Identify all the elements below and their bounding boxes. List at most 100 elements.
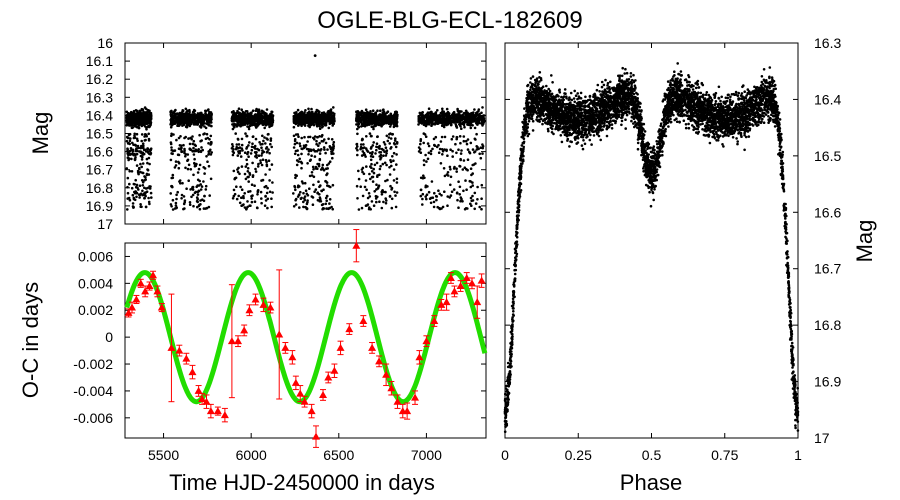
tl-ytick-label: 16.1 (86, 53, 113, 69)
tl-point (143, 197, 146, 200)
tl-point (457, 206, 460, 209)
tl-point (255, 107, 258, 111)
tl-point (430, 180, 434, 183)
tl-point (471, 172, 475, 175)
tl-point (240, 108, 243, 111)
tl-point (188, 203, 192, 206)
tl-point (318, 135, 321, 138)
tl-point (299, 120, 303, 123)
tl-point (393, 139, 397, 142)
tl-point (199, 120, 202, 124)
tl-point (357, 208, 361, 211)
tl-point (199, 139, 202, 143)
tl-point (196, 193, 200, 196)
tl-point (333, 112, 336, 116)
tl-point (264, 173, 267, 176)
tl-point (192, 204, 195, 208)
tl-point (393, 113, 396, 117)
tl-point (255, 118, 258, 122)
tl-point (207, 164, 211, 168)
tl-point (465, 167, 468, 171)
tl-point (271, 181, 274, 184)
tl-point (388, 195, 392, 198)
tl-point (371, 144, 375, 147)
tl-point (125, 119, 129, 122)
tl-point (197, 148, 200, 151)
tl-point (127, 133, 131, 137)
tl-point (300, 136, 304, 140)
tl-point (295, 119, 299, 122)
tl-point (477, 119, 480, 123)
tl-point (309, 116, 313, 120)
tl-point (127, 120, 131, 124)
tl-point (319, 184, 322, 187)
tl-point (431, 147, 434, 151)
tl-ytick-label: 16.2 (86, 71, 113, 87)
tl-point (356, 132, 359, 136)
tl-point (192, 139, 196, 143)
tl-point (355, 143, 359, 146)
tl-point (464, 120, 468, 123)
tl-point (370, 175, 374, 179)
tl-point (137, 119, 141, 123)
tl-point (264, 158, 268, 162)
tl-point (147, 132, 150, 136)
tl-point (193, 149, 196, 153)
tl-point (472, 111, 475, 114)
tl-point (371, 180, 375, 183)
tl-point (134, 115, 138, 118)
tl-point (144, 111, 148, 114)
tl-point (311, 110, 314, 114)
tl-point (133, 143, 137, 147)
tl-point (466, 114, 470, 117)
tl-point (169, 142, 173, 146)
tl-point (460, 149, 463, 152)
tl-point (169, 113, 173, 117)
phased-point (605, 120, 609, 124)
tl-point (318, 124, 322, 128)
tl-point (384, 197, 388, 200)
tl-point (446, 195, 450, 198)
tl-point (385, 117, 388, 120)
tl-point (433, 144, 437, 147)
tl-point (251, 161, 254, 165)
tl-point (138, 167, 141, 171)
tl-point (271, 119, 275, 122)
tl-point (245, 158, 248, 162)
tl-point (195, 123, 199, 126)
tl-point (208, 138, 211, 141)
tl-point (314, 165, 318, 169)
tl-point (331, 124, 335, 127)
tl-point (232, 188, 236, 192)
tl-point (445, 107, 449, 111)
tl-point (149, 114, 152, 117)
tl-point (382, 200, 385, 204)
tl-point (171, 176, 175, 180)
tl-point (417, 146, 421, 149)
tl-point (134, 122, 138, 125)
tl-point (458, 185, 462, 189)
tl-point (270, 110, 274, 114)
tl-point (208, 118, 211, 122)
tl-point (438, 207, 442, 210)
tl-point (444, 112, 447, 116)
tl-point (139, 203, 142, 206)
tl-point (367, 192, 371, 195)
tl-point (236, 138, 240, 141)
tl-point (260, 154, 263, 157)
tl-point (144, 113, 148, 117)
tl-point (210, 124, 213, 128)
tl-point (134, 109, 138, 112)
tl-point (323, 124, 327, 127)
tl-point (189, 115, 192, 118)
tl-point (417, 118, 421, 122)
tl-point (148, 162, 151, 166)
tl-point (329, 109, 332, 112)
tl-point (251, 109, 255, 112)
tl-point (209, 177, 213, 181)
tl-point (196, 119, 200, 122)
tl-point (384, 146, 388, 149)
phased-point (560, 140, 564, 144)
tl-point (130, 186, 134, 190)
